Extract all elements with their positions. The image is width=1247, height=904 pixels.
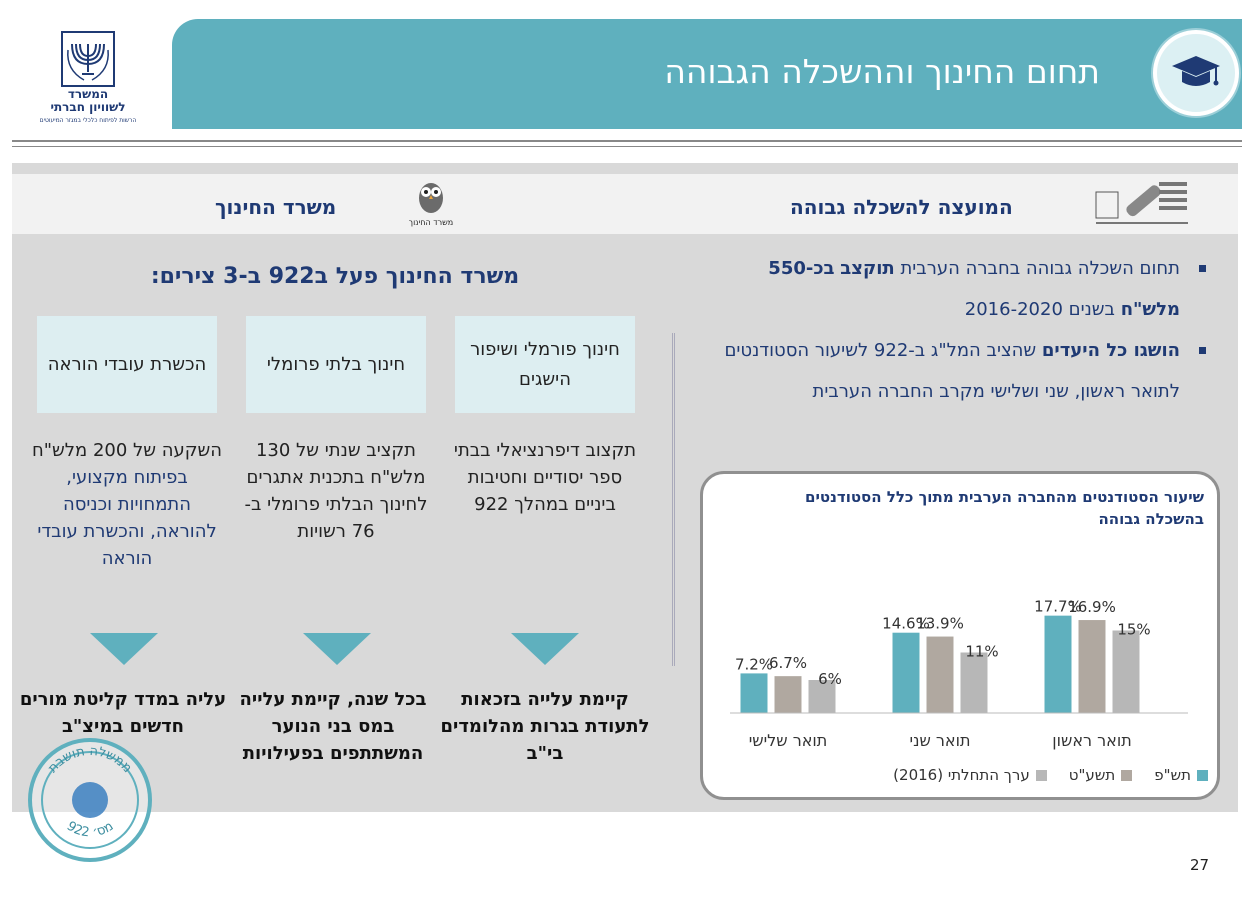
legend-label: תשע"ט bbox=[1068, 766, 1116, 784]
down-arrow-icon bbox=[511, 633, 579, 665]
chart-bar bbox=[1078, 620, 1106, 713]
chart-bar bbox=[926, 636, 954, 713]
ministry-education-title: משרד החינוך bbox=[215, 195, 337, 219]
chart-data-label: 6% bbox=[818, 670, 842, 688]
chart-category-label: תואר שלישי bbox=[749, 731, 828, 750]
stamp-text-bottom: מס׳ 922 bbox=[64, 819, 116, 841]
chart-data-label: 13.9% bbox=[916, 615, 964, 633]
legend-item: תש"פ bbox=[1154, 766, 1208, 784]
axis-desc-text: תקצוב דיפרנציאלי בבתי ספר יסודיים וחטיבו… bbox=[453, 440, 637, 515]
axis-result-teachers: עליה במדד קליטת מורים חדשים במיצ"ב bbox=[19, 689, 227, 737]
chart-bar bbox=[960, 652, 988, 713]
bullet-item: הושגו כל היעדים שהציב המל"ג ב-922 לשיעור… bbox=[720, 330, 1210, 412]
bullet-marker-icon bbox=[1199, 347, 1206, 354]
chart-data-label: 14.6% bbox=[882, 615, 930, 633]
page-title: תחום החינוך וההשכלה הגבוהה bbox=[664, 52, 1100, 91]
legend-swatch bbox=[1121, 769, 1133, 781]
legend-swatch bbox=[1197, 769, 1208, 781]
header-rule-thin bbox=[12, 146, 1242, 147]
logo-name-line1: המשרד bbox=[67, 87, 109, 101]
down-arrow-icon bbox=[90, 633, 158, 665]
legend-swatch bbox=[1035, 769, 1047, 781]
chart-data-label: 11% bbox=[965, 643, 998, 661]
chart-bar bbox=[892, 632, 920, 713]
bullet-text: תוקצב bbox=[840, 258, 895, 279]
chart-bar bbox=[808, 680, 836, 713]
axis-desc-informal: תקציב שנתי של 130 מלש"ח בתכנית אתגרים לח… bbox=[236, 437, 436, 545]
chart-data-label: 16.9% bbox=[1068, 598, 1116, 616]
axis-desc-text: תקציב שנתי של 130 מלש"ח בתכנית אתגרים לח… bbox=[244, 440, 428, 542]
menorah-emblem-icon bbox=[61, 31, 115, 87]
svg-text:מס׳ 922: מס׳ 922 bbox=[64, 819, 116, 841]
chart-bar bbox=[740, 673, 768, 713]
legend-label: תש"פ bbox=[1154, 766, 1191, 784]
chart-title: שיעור הסטודנטים מהחברה הערבית מתוך כלל ה… bbox=[805, 488, 1204, 528]
axis-desc-text: בפיתוח מקצועי, התמחויות וכניסה להוראה, ו… bbox=[37, 467, 217, 569]
header-rule bbox=[12, 140, 1242, 142]
down-arrow-icon bbox=[303, 633, 371, 665]
page-number: 27 bbox=[1190, 856, 1210, 874]
chart-category-label: תואר שני bbox=[909, 731, 970, 750]
axis-box-formal: חינוך פורמלי ושיפור הישגים bbox=[455, 316, 635, 413]
bullet-text: תחום השכלה גבוהה בחברה הערבית bbox=[894, 258, 1180, 279]
chart-bar bbox=[1112, 630, 1140, 713]
bullet-text: בשנים 2016-2020 bbox=[964, 299, 1121, 320]
axis-desc-text: השקעה של 200 מלש"ח bbox=[31, 440, 223, 461]
chart-data-label: 7.2% bbox=[735, 655, 773, 673]
ministry-logo: המשרד לשוויון חברתי הרשות לפיתוח כלכלי ב… bbox=[28, 30, 148, 130]
bullet-item: תחום השכלה גבוהה בחברה הערבית תוקצב בכ-5… bbox=[720, 248, 1210, 330]
owl-logo: משרד החינוך bbox=[402, 178, 460, 230]
council-higher-education-logo bbox=[1095, 182, 1188, 224]
bullet-text: הושגו כל היעדים bbox=[1041, 340, 1180, 361]
header-bar bbox=[172, 19, 1242, 129]
axis-box-teachers: הכשרת עובדי הוראה bbox=[37, 316, 217, 413]
bar-chart: 17.7%16.9%15% תואר ראשון 14.6%13.9%11% תואר… bbox=[730, 598, 1188, 750]
council-title: המועצה להשכלה גבוהה bbox=[790, 195, 1013, 219]
legend-item: ערך התחלתי (2016) bbox=[893, 766, 1047, 784]
bullet-text: שהציב המל"ג ב-922 לשיעור הסטודנטים לתואר… bbox=[724, 340, 1180, 402]
chart-bar bbox=[1044, 615, 1072, 713]
council-bullets: תחום השכלה גבוהה בחברה הערבית תוקצב בכ-5… bbox=[720, 248, 1210, 412]
axis-result-informal: בכל שנה, קיימת עלייה במס בני הנוער המשתת… bbox=[239, 689, 427, 764]
column-divider bbox=[672, 333, 675, 666]
legend-label: ערך התחלתי (2016) bbox=[893, 766, 1030, 784]
chart-bar bbox=[774, 676, 802, 713]
bullet-marker-icon bbox=[1199, 265, 1206, 272]
axis-result-formal: קיימת עלייה בזכאות לתעודת בגרות מהלומדים… bbox=[440, 689, 650, 764]
logo-tagline: הרשות לפיתוח כלכלי במגזר המיעוטים bbox=[39, 117, 137, 124]
legend-item: תשע"ט bbox=[1069, 766, 1133, 784]
axis-desc-teachers: השקעה של 200 מלש"ח בפיתוח מקצועי, התמחוי… bbox=[27, 437, 227, 572]
chart-data-label: 17.7% bbox=[1034, 598, 1082, 616]
owl-logo-caption: משרד החינוך bbox=[408, 218, 454, 227]
panel-header-strip bbox=[12, 174, 1238, 234]
chart-category-label: תואר ראשון bbox=[1052, 731, 1131, 750]
seal-stamp-icon: ממשלה תושבת מס׳ 922 bbox=[28, 738, 152, 862]
axis-box-informal: חינוך בלתי פרומלי bbox=[246, 316, 426, 413]
owl-logo-icon bbox=[419, 183, 443, 213]
chart-legend: תש"פ תשע"ט ערך התחלתי (2016) bbox=[758, 766, 1208, 784]
logo-name-line2: לשוויון חברתי bbox=[50, 100, 126, 114]
chart-data-label: 15% bbox=[1117, 621, 1150, 639]
graduation-cap-icon bbox=[1153, 30, 1239, 116]
chart-data-label: 6.7% bbox=[769, 654, 807, 672]
education-subtitle: משרד החינוך פעל ב922 ב-3 צירים: bbox=[150, 264, 520, 289]
axis-desc-formal: תקצוב דיפרנציאלי בבתי ספר יסודיים וחטיבו… bbox=[445, 437, 645, 518]
bullet-text: בכ-550 מלש"ח bbox=[768, 258, 1180, 320]
